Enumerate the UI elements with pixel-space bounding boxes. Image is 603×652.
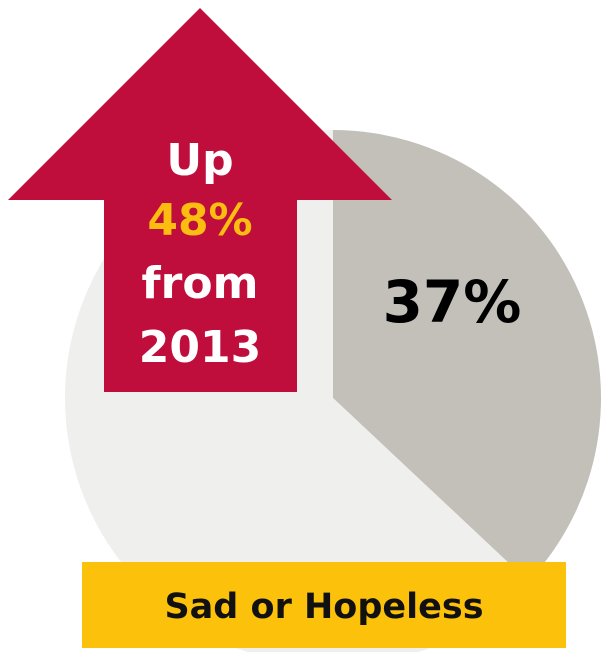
arrow-text-from: from	[142, 258, 259, 309]
caption-label: Sad or Hopeless	[164, 587, 483, 627]
arrow-text-up: Up	[166, 135, 233, 186]
arrow-text-percent: 48%	[147, 195, 252, 246]
pie-slice-highlighted	[333, 130, 601, 582]
arrow-text-year: 2013	[139, 322, 261, 373]
caption-box	[82, 562, 566, 648]
slice-value-label: 37%	[383, 268, 522, 336]
up-arrow-icon	[8, 8, 392, 392]
